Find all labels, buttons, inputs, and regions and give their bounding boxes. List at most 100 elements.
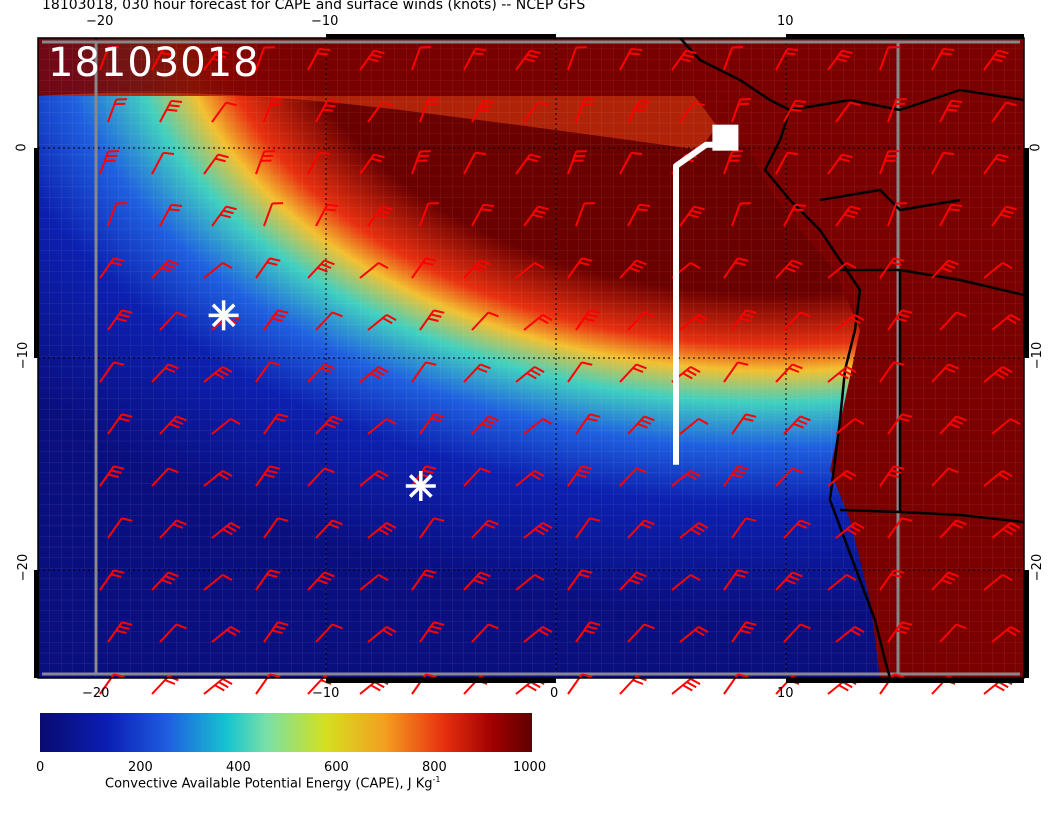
wind-barb	[307, 571, 335, 591]
wind-barb	[991, 522, 1021, 539]
wind-barb	[671, 678, 701, 695]
wind-barb	[991, 205, 1017, 227]
wind-barb	[723, 569, 749, 591]
wind-barb	[879, 257, 905, 279]
wind-barb	[411, 569, 437, 591]
wind-barb	[835, 314, 865, 331]
wind-barb	[775, 259, 803, 279]
wind-barb	[827, 574, 857, 591]
wind-barb	[991, 418, 1021, 435]
wind-barb	[835, 101, 861, 123]
wind-barb	[515, 574, 545, 591]
colorbar-title-text: Convective Available Potential Energy (C…	[105, 776, 433, 792]
wind-barb	[359, 366, 389, 383]
wind-barb	[263, 98, 284, 123]
wind-barb	[471, 311, 499, 331]
wind-barb	[315, 519, 343, 539]
wind-barb	[203, 574, 233, 591]
wind-barb	[463, 259, 491, 279]
wind-barb	[463, 363, 491, 383]
left-tick-label: 0	[14, 143, 30, 152]
wind-barb	[159, 99, 183, 123]
wind-barb	[679, 626, 709, 643]
wind-barb	[359, 470, 389, 487]
wind-barb	[731, 309, 757, 331]
wind-barb	[411, 46, 432, 71]
wind-barb	[419, 309, 445, 331]
wind-barb	[315, 203, 339, 227]
wind-barb	[99, 465, 125, 487]
wind-barb	[359, 574, 389, 591]
wind-barb	[931, 571, 959, 591]
wind-barb	[263, 202, 284, 227]
wind-barb	[931, 47, 955, 71]
wind-barb	[263, 413, 289, 435]
colorbar-label: 400	[226, 760, 251, 775]
right-tick-label: 0	[1028, 143, 1044, 152]
wind-barb	[159, 415, 187, 435]
wind-barb	[411, 465, 437, 487]
wind-barb	[887, 98, 908, 123]
wind-barb	[211, 626, 241, 643]
wind-barb	[159, 311, 187, 331]
wind-barb	[307, 467, 335, 487]
colorbar-title-exponent: -1	[432, 775, 441, 784]
wind-barb	[307, 259, 335, 279]
wind-barb	[835, 522, 865, 539]
wind-barb	[515, 366, 545, 383]
wind-barb	[107, 517, 133, 539]
bottom-tick-label: 0	[550, 686, 559, 701]
wind-barb	[419, 517, 445, 539]
axis-bars	[34, 34, 1029, 683]
wind-barb	[471, 519, 499, 539]
wind-barb	[619, 151, 643, 175]
wind-barb	[419, 202, 440, 227]
wind-barb	[151, 259, 179, 279]
wind-barb	[679, 522, 709, 539]
colorbar-label: 800	[422, 760, 447, 775]
wind-barb	[775, 47, 799, 71]
wind-barb	[575, 413, 601, 435]
track-end-square	[712, 124, 739, 151]
wind-barb	[619, 363, 647, 383]
wind-barb	[99, 46, 120, 71]
wind-barb	[211, 205, 237, 227]
bottom-tick-label: 10	[777, 686, 794, 701]
wind-barb	[983, 574, 1013, 591]
wind-barb	[359, 262, 389, 279]
flight-track	[673, 124, 739, 465]
wind-barb	[939, 203, 963, 227]
wind-barb	[887, 202, 908, 227]
wind-barb	[723, 465, 749, 487]
wind-barb	[315, 99, 339, 123]
wind-barb	[783, 519, 811, 539]
wind-barb	[255, 46, 276, 71]
wind-barb	[567, 361, 593, 383]
wind-barb	[567, 569, 593, 591]
wind-barb	[515, 470, 545, 487]
wind-barb	[99, 569, 125, 591]
wind-barb	[203, 678, 233, 695]
wind-barb	[211, 101, 237, 123]
wind-barb	[619, 571, 647, 591]
wind-barb	[983, 49, 1009, 71]
wind-barb	[575, 621, 601, 643]
wind-barb	[783, 311, 811, 331]
wind-barb	[619, 47, 643, 71]
wind-barb	[151, 363, 179, 383]
wind-barb	[523, 418, 553, 435]
wind-barb	[991, 101, 1017, 123]
wind-barb	[991, 626, 1021, 643]
frame-lines	[42, 40, 1020, 676]
wind-barb	[879, 46, 900, 71]
wind-barb	[627, 415, 655, 435]
wind-barb	[575, 309, 601, 331]
left-tick-label: −10	[16, 341, 32, 370]
wind-barb	[411, 257, 437, 279]
top-tick-label: −20	[86, 14, 114, 29]
wind-barb	[307, 151, 331, 175]
wind-barb	[887, 517, 913, 539]
map-title: 18103018, 030 hour forecast for CAPE and…	[42, 0, 586, 13]
wind-barb	[671, 574, 701, 591]
